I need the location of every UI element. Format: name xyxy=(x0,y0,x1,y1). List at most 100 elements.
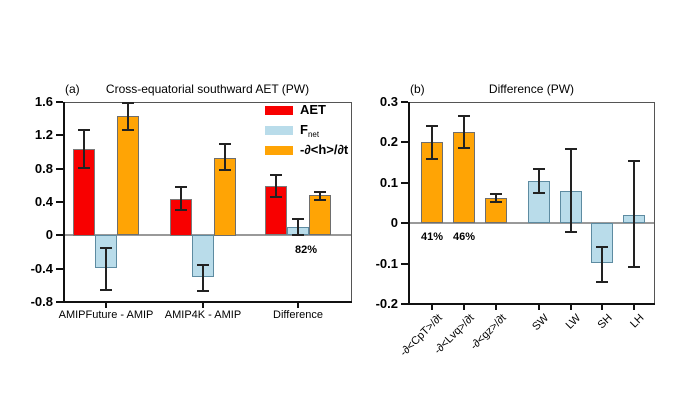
error-bar-cap xyxy=(565,231,577,233)
x-tick-label: SW xyxy=(530,312,552,334)
error-bar-cap xyxy=(533,168,545,170)
legend-label-subscript: net xyxy=(307,130,320,139)
x-tick-label: AMIPFuture - AMIP xyxy=(58,309,154,321)
x-tick xyxy=(570,304,572,310)
zero-line xyxy=(409,222,654,224)
legend-swatch xyxy=(265,146,293,155)
error-bar-line xyxy=(180,187,182,210)
error-bar-cap xyxy=(122,129,134,131)
y-tick-label: 0.8 xyxy=(34,161,53,176)
pct-label: 46% xyxy=(452,231,476,243)
error-bar-line xyxy=(570,149,572,232)
error-bar-line xyxy=(633,161,635,267)
error-bar-line xyxy=(538,169,540,193)
panel-title: Cross-equatorial southward AET (PW) xyxy=(105,82,310,96)
x-tick-label: Difference xyxy=(273,309,323,321)
x-tick xyxy=(431,304,433,310)
legend-swatch xyxy=(265,106,293,115)
error-bar-cap xyxy=(78,167,90,169)
x-tick xyxy=(202,302,204,308)
error-bar-cap xyxy=(628,160,640,162)
error-bar-cap xyxy=(490,193,502,195)
pct-label: 41% xyxy=(420,231,444,243)
y-tick xyxy=(401,222,408,224)
error-bar-line xyxy=(202,265,204,292)
x-tick xyxy=(495,304,497,310)
y-tick-label: 1.6 xyxy=(34,94,53,109)
error-bar-cap xyxy=(565,148,577,150)
y-tick-label: -0.8 xyxy=(30,294,53,309)
error-bar-cap xyxy=(197,290,209,292)
error-bar-cap xyxy=(175,186,187,188)
y-tick xyxy=(401,101,408,103)
y-tick xyxy=(401,182,408,184)
y-axis-line xyxy=(63,102,65,303)
error-bar-cap xyxy=(458,147,470,149)
x-tick-label: LH xyxy=(628,312,647,331)
y-tick-label: 0.1 xyxy=(379,175,398,190)
legend-label: Fnet xyxy=(300,122,320,139)
error-bar-cap xyxy=(219,143,231,145)
panel-letter: (b) xyxy=(410,82,425,96)
y-tick-label: -0.4 xyxy=(30,261,53,276)
error-bar-line xyxy=(601,247,603,281)
y-tick xyxy=(56,134,63,136)
error-bar-line xyxy=(297,219,299,235)
pct-label: 82% xyxy=(294,244,318,256)
legend-swatch xyxy=(265,126,293,135)
y-axis-line xyxy=(408,102,410,305)
y-tick xyxy=(56,234,63,236)
x-tick-label: LW xyxy=(563,312,584,332)
y-tick-label: 0.2 xyxy=(379,134,398,149)
error-bar-line xyxy=(495,194,497,202)
y-tick xyxy=(401,141,408,143)
error-bar-cap xyxy=(596,246,608,248)
error-bar-line xyxy=(275,175,277,198)
legend-label: AET xyxy=(300,102,326,117)
error-bar-cap xyxy=(314,199,326,201)
x-tick xyxy=(105,302,107,308)
error-bar-cap xyxy=(490,201,502,203)
y-tick xyxy=(56,101,63,103)
error-bar-line xyxy=(431,126,433,158)
y-tick-label: 0.3 xyxy=(379,94,398,109)
y-tick xyxy=(56,268,63,270)
x-tick xyxy=(601,304,603,310)
y-tick-label: 1.2 xyxy=(34,127,53,142)
y-tick-label: 0 xyxy=(45,227,53,242)
panel-title: Difference (PW) xyxy=(488,82,575,96)
y-tick xyxy=(401,303,408,305)
y-tick-label: -0.1 xyxy=(375,256,398,271)
y-tick xyxy=(56,168,63,170)
error-bar-cap xyxy=(197,264,209,266)
y-tick-label: -0.2 xyxy=(375,296,398,311)
x-tick xyxy=(538,304,540,310)
y-tick-label: 0.4 xyxy=(34,194,53,209)
y-tick xyxy=(56,201,63,203)
error-bar-cap xyxy=(596,281,608,283)
error-bar-line xyxy=(105,248,107,291)
error-bar-cap xyxy=(628,266,640,268)
x-tick-label: AMIP4K - AMIP xyxy=(164,309,242,321)
x-tick xyxy=(633,304,635,310)
y-tick xyxy=(401,263,408,265)
error-bar-cap xyxy=(426,125,438,127)
x-tick xyxy=(297,302,299,308)
y-tick-label: 0 xyxy=(390,215,398,230)
x-axis-line xyxy=(408,303,655,305)
error-bar-cap xyxy=(292,234,304,236)
error-bar-line xyxy=(83,130,85,168)
legend-label: -∂<h>/∂t xyxy=(300,142,349,157)
y-tick xyxy=(56,301,63,303)
error-bar-cap xyxy=(219,169,231,171)
x-axis-line xyxy=(63,301,352,303)
error-bar-cap xyxy=(270,196,282,198)
panel-letter: (a) xyxy=(65,82,80,96)
error-bar-cap xyxy=(175,209,187,211)
error-bar-line xyxy=(319,192,321,200)
x-tick xyxy=(463,304,465,310)
error-bar-cap xyxy=(100,289,112,291)
